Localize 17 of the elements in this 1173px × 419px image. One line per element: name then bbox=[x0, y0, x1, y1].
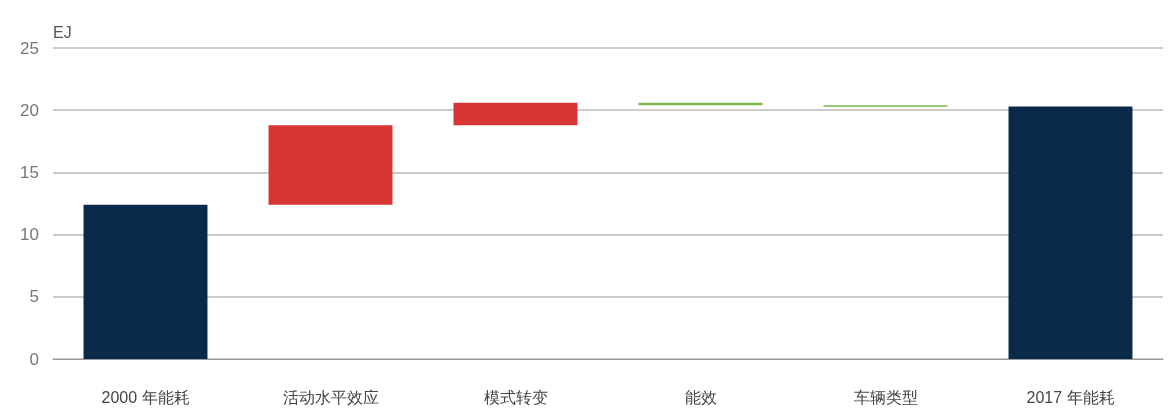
x-tick-label: 模式转变 bbox=[483, 388, 548, 406]
y-tick-label: 25 bbox=[20, 38, 39, 58]
bar bbox=[1008, 106, 1133, 359]
x-tick-label: 2000 年能耗 bbox=[101, 388, 190, 406]
x-tick-label: 2017 年能耗 bbox=[1026, 388, 1115, 406]
y-tick-label: 10 bbox=[20, 225, 39, 245]
y-tick-label: 15 bbox=[20, 162, 39, 182]
y-tick-label: 20 bbox=[20, 100, 39, 120]
x-tick-label: 活动水平效应 bbox=[282, 388, 379, 406]
bar bbox=[453, 102, 578, 126]
y-axis-title: EJ bbox=[53, 23, 72, 41]
y-tick-label: 0 bbox=[29, 349, 39, 369]
bar bbox=[83, 204, 208, 359]
x-tick-label: 能效 bbox=[684, 388, 717, 406]
x-tick-label: 车辆类型 bbox=[853, 388, 918, 406]
y-tick-label: 5 bbox=[29, 287, 39, 307]
bar bbox=[268, 125, 393, 205]
